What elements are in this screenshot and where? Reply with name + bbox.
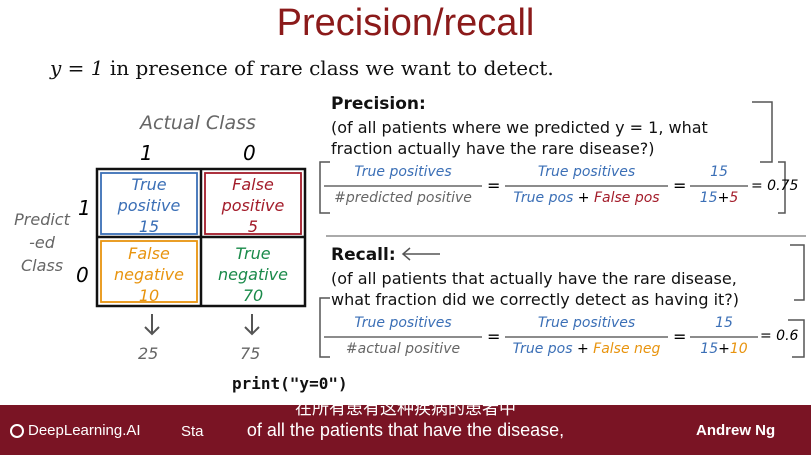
subtitle-english: of all the patients that have the diseas… (246, 420, 565, 440)
precision-f2-denominator: True pos + False pos (513, 190, 660, 206)
subtitle-math: y = 1 (50, 56, 104, 80)
recall-f1-numerator: True positives (354, 315, 452, 331)
precision-f1-numerator: True positives (354, 164, 452, 180)
code-snippet: print("y=0") (232, 374, 348, 393)
logo-icon (10, 424, 24, 438)
recall-eq-1: = (487, 327, 501, 346)
column-total-0: 75 (240, 344, 261, 363)
author-name: Andrew Ng (696, 422, 776, 439)
subtitle-text: in presence of rare class we want to det… (103, 56, 554, 80)
false-positive-cell: False positive 5 (221, 175, 285, 236)
precision-f2-numerator: True positives (537, 164, 636, 180)
precision-description: (of all patients where we predicted y = … (331, 118, 708, 158)
column-total-1: 25 (138, 344, 159, 363)
precision-result: = 0.75 (751, 178, 799, 194)
actual-0-label: 0 (243, 141, 256, 165)
recall-f2-denominator: True pos + False neg (512, 341, 661, 357)
recall-f3-denominator: 15+10 (700, 341, 748, 357)
precision-heading: Precision: (331, 94, 426, 114)
footer-stan-text: Sta (181, 423, 204, 440)
actual-1-label: 1 (140, 141, 153, 165)
slide-title: Precision/recall (276, 2, 535, 44)
precision-eq-2: = (673, 176, 687, 195)
subtitle-chinese: 在所有患有这种疾病的患者中 (295, 399, 516, 419)
recall-eq-2: = (673, 327, 687, 346)
true-negative-cell: True negative 70 (218, 244, 288, 305)
false-negative-cell: False negative 10 (114, 244, 184, 305)
precision-f1-denominator: #predicted positive (334, 190, 472, 206)
actual-class-label: Actual Class (140, 112, 256, 134)
predicted-class-label: Predict -ed Class (14, 210, 70, 275)
recall-heading: Recall: (331, 245, 396, 265)
recall-f1-denominator: #actual positive (345, 341, 461, 357)
confusion-matrix-grid (95, 101, 806, 358)
footer-bar (0, 405, 811, 455)
recall-f3-numerator: 15 (715, 315, 733, 331)
predicted-1-label: 1 (78, 196, 91, 220)
precision-f3-numerator: 15 (710, 164, 728, 180)
deeplearning-logo: DeepLearning.AI (10, 422, 141, 439)
predicted-0-label: 0 (76, 263, 89, 287)
precision-eq-1: = (487, 176, 501, 195)
true-positive-cell: True positive 15 (117, 175, 181, 236)
recall-result: = 0.6 (760, 328, 799, 344)
recall-description: (of all patients that actually have the … (331, 269, 740, 309)
recall-f2-numerator: True positives (537, 315, 636, 331)
slide-subtitle: y = 1 in presence of rare class we want … (50, 56, 554, 80)
precision-f3-denominator: 15+5 (699, 190, 739, 206)
